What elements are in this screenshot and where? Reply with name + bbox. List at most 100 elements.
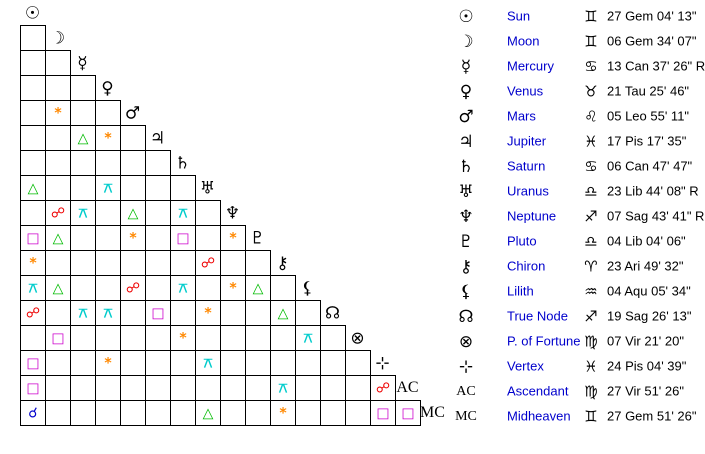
position: 05 Leo 55' 11" [607,108,689,123]
grid-cell [20,125,46,151]
grid-planet-symbol: ⊗ [350,329,364,349]
grid-planet-symbol: ☉ [25,4,40,24]
position: 17 Pis 17' 35" [607,133,687,148]
grid-planet-symbol: ⊹ [375,354,389,374]
grid-planet-symbol: ♇ [250,229,265,249]
grid-planet-symbol: ☿ [77,54,87,74]
grid-cell [220,400,246,426]
grid-cell [320,325,346,351]
aspect-glyph: ⚻ [103,306,112,322]
aspect-glyph: □ [51,331,64,347]
grid-cell [95,200,121,226]
aspect-glyph: * [279,406,287,422]
position: 13 Can 37' 26" R [607,58,705,73]
grid-cell [170,400,196,426]
grid-cell [170,350,196,376]
grid-cell [45,200,71,226]
position: 21 Tau 25' 46" [607,83,689,98]
grid-cell [145,150,171,176]
sign-symbol: ♓ [584,358,597,376]
grid-cell [45,350,71,376]
aspect-glyph: △ [53,281,64,297]
aspect-glyph: ⚻ [178,206,187,222]
grid-cell [70,400,96,426]
grid-cell [20,400,46,426]
grid-cell [195,300,221,326]
list-planet-symbol: ♆ [458,207,473,227]
list-planet-symbol: ⊹ [459,357,473,377]
planet-name: Sun [507,8,530,23]
sign-symbol: ♊ [584,408,597,426]
list-planet-symbol: ♇ [458,232,473,252]
sign-symbol: ♒ [584,283,597,301]
aspect-glyph: ⚻ [303,331,312,347]
grid-cell [195,200,221,226]
grid-cell [295,325,321,351]
grid-cell [95,325,121,351]
planet-name: Uranus [507,183,549,198]
list-planet-symbol: ☽ [458,32,473,52]
sign-symbol: ♍ [584,383,597,401]
grid-cell [70,275,96,301]
aspect-glyph: * [54,106,62,122]
grid-cell [45,400,71,426]
grid-cell [120,300,146,326]
grid-cell [70,325,96,351]
aspect-glyph: * [129,231,137,247]
list-planet-symbol: ⚸ [460,282,472,302]
aspect-glyph: ☍ [51,206,65,222]
grid-cell [145,250,171,276]
grid-cell [245,300,271,326]
list-planet-symbol: ♂ [458,107,473,127]
planet-name: Mars [507,108,536,123]
grid-cell [120,125,146,151]
grid-cell [170,175,196,201]
sign-symbol: ♉ [584,83,597,101]
position: 27 Gem 04' 13" [607,8,697,23]
list-planet-symbol: MC [455,409,477,424]
sign-symbol: ♈ [584,258,597,276]
grid-cell [70,250,96,276]
grid-cell [320,350,346,376]
aspect-glyph: △ [203,406,214,422]
grid-cell [70,100,96,126]
aspect-glyph: □ [26,381,39,397]
list-planet-symbol: ⚷ [460,257,472,277]
aspect-glyph: ⚻ [278,381,287,397]
planet-name: Mercury [507,58,554,73]
aspect-glyph: △ [253,281,264,297]
grid-cell [320,375,346,401]
sign-symbol: ♐ [584,208,597,226]
grid-cell [20,200,46,226]
planet-name: Vertex [507,358,544,373]
list-planet-symbol: ☊ [458,307,473,327]
grid-cell [95,400,121,426]
sign-symbol: ♓ [584,133,597,151]
grid-cell [95,250,121,276]
grid-cell [70,75,96,101]
grid-cell [220,375,246,401]
grid-cell [195,250,221,276]
grid-planet-symbol: ♆ [225,204,240,224]
grid-cell [195,325,221,351]
grid-cell [45,250,71,276]
grid-cell [20,325,46,351]
grid-cell [145,400,171,426]
sign-symbol: ♋ [584,58,597,76]
grid-cell [45,50,71,76]
grid-cell [220,325,246,351]
sign-symbol: ♋ [584,158,597,176]
sign-symbol: ♍ [584,333,597,351]
grid-cell [295,400,321,426]
planet-name: Neptune [507,208,556,223]
grid-cell [120,175,146,201]
grid-cell [245,275,271,301]
grid-cell [95,100,121,126]
grid-cell [20,25,46,51]
grid-planet-symbol: MC [420,404,445,421]
aspect-glyph: ☍ [26,306,40,322]
grid-cell [95,225,121,251]
planet-name: Pluto [507,233,537,248]
grid-cell [145,275,171,301]
